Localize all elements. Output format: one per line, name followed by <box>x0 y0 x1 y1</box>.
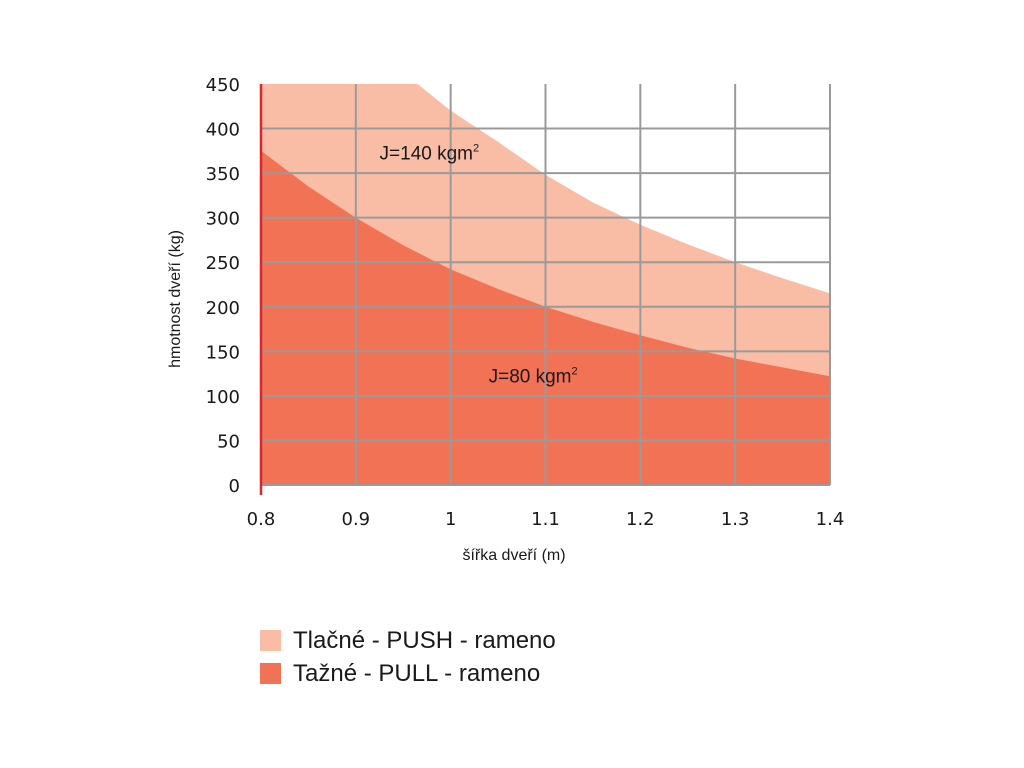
y-tick-label: 50 <box>217 431 240 452</box>
legend-item-pull: Tažné - PULL - rameno <box>260 657 556 690</box>
x-axis-ticks: 0.8 0.9 1 1.1 1.2 1.3 1.4 <box>247 509 845 530</box>
y-tick-label: 450 <box>206 75 240 96</box>
chart-grid <box>261 84 831 486</box>
x-axis-label: šířka dveří (m) <box>462 547 565 564</box>
annotation-label: J=80 kgm2 <box>489 366 578 388</box>
y-tick-label: 150 <box>206 342 240 363</box>
y-tick-label: 0 <box>229 476 240 497</box>
x-tick-label: 1 <box>445 509 456 530</box>
y-tick-label: 100 <box>206 387 240 408</box>
x-tick-label: 1.4 <box>816 509 845 530</box>
y-tick-label: 350 <box>206 164 240 185</box>
legend-swatch-pull <box>260 663 281 684</box>
x-tick-label: 0.9 <box>342 509 371 530</box>
legend-swatch-push <box>260 630 281 651</box>
legend-item-push: Tlačné - PUSH - rameno <box>260 624 556 657</box>
x-tick-label: 1.1 <box>531 509 560 530</box>
y-tick-label: 200 <box>206 298 240 319</box>
y-tick-label: 250 <box>206 253 240 274</box>
chart-annotations: J=140 kgm2 J=80 kgm2 <box>380 143 578 388</box>
legend-label-push: Tlačné - PUSH - rameno <box>293 626 556 654</box>
legend-label-pull: Tažné - PULL - rameno <box>293 659 541 687</box>
annotation-label: J=140 kgm2 <box>380 143 480 165</box>
x-tick-label: 1.2 <box>626 509 655 530</box>
y-tick-label: 300 <box>206 209 240 230</box>
x-tick-label: 1.3 <box>721 509 750 530</box>
chart-legend: Tlačné - PUSH - rameno Tažné - PULL - ra… <box>260 624 556 690</box>
y-axis-label: hmotnost dveří (kg) <box>167 230 184 368</box>
x-tick-label: 0.8 <box>247 509 276 530</box>
y-tick-label: 400 <box>206 120 240 141</box>
y-axis-ticks: 0 50 100 150 200 250 300 350 400 450 <box>206 75 240 497</box>
